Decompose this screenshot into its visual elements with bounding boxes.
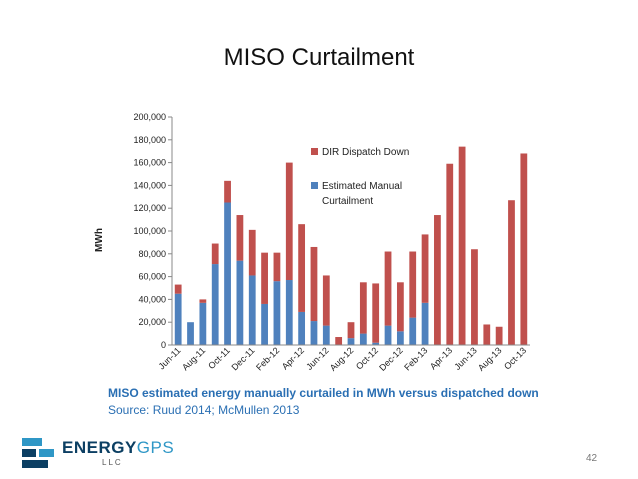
manual-curtailment-bar <box>211 264 219 345</box>
manual-curtailment-bar <box>372 342 380 345</box>
legend-label-manual: Estimated Manual <box>322 181 402 192</box>
logo-name: ENERGYGPS <box>62 438 174 458</box>
y-tick-label: 160,000 <box>133 158 166 168</box>
dispatch-down-bar <box>495 326 503 345</box>
caption-main: MISO estimated energy manually curtailed… <box>108 386 539 400</box>
x-tick-label: Oct-12 <box>354 345 380 371</box>
dispatch-down-bar <box>347 322 355 339</box>
chart-caption: MISO estimated energy manually curtailed… <box>108 386 578 417</box>
dispatch-down-bar <box>471 249 478 345</box>
x-tick-label: Feb-13 <box>402 345 429 372</box>
logo-subtitle: LLC <box>102 458 123 467</box>
dispatch-down-bar <box>446 163 454 345</box>
x-tick-label: Apr-12 <box>280 345 306 371</box>
dispatch-down-bar <box>434 215 441 345</box>
y-tick-label: 80,000 <box>138 249 166 259</box>
dispatch-down-bar <box>248 229 256 276</box>
manual-curtailment-bar <box>261 303 268 345</box>
y-tick-label: 40,000 <box>138 294 166 304</box>
bars <box>174 146 528 345</box>
x-tick-label: Dec-12 <box>377 345 405 373</box>
legend-label-manual: Curtailment <box>322 196 373 207</box>
page-number: 42 <box>586 453 598 464</box>
manual-curtailment-bar <box>248 275 256 345</box>
x-tick-label: Aug-13 <box>476 345 504 373</box>
manual-curtailment-bar <box>347 338 355 345</box>
y-tick-label: 60,000 <box>138 272 166 282</box>
x-tick-label: Oct-13 <box>502 345 528 371</box>
y-tick-label: 200,000 <box>133 112 166 122</box>
slide-title: MISO Curtailment <box>223 44 415 71</box>
manual-curtailment-bar <box>174 293 182 345</box>
dispatch-down-bar <box>285 162 293 281</box>
y-tick-label: 120,000 <box>133 203 166 213</box>
dispatch-down-bar <box>359 282 367 334</box>
x-tick-label: Jun-12 <box>304 345 331 372</box>
x-axis-ticks: Jun-11Aug-11Oct-11Dec-11Feb-12Apr-12Jun-… <box>157 345 529 373</box>
dispatch-down-bar <box>261 252 268 304</box>
manual-curtailment-bar <box>298 311 306 345</box>
x-tick-label: Aug-12 <box>328 345 356 373</box>
dispatch-down-bar <box>409 251 417 318</box>
y-tick-label: 140,000 <box>133 180 166 190</box>
logo-name-dark: ENERGY <box>62 438 137 457</box>
manual-curtailment-bar <box>310 321 318 345</box>
dispatch-down-bar <box>520 153 528 345</box>
dispatch-down-bar <box>322 275 330 326</box>
x-tick-label: Feb-12 <box>254 345 281 372</box>
x-tick-label: Aug-11 <box>180 345 207 372</box>
y-tick-label: 180,000 <box>133 135 166 145</box>
manual-curtailment-bar <box>384 325 392 345</box>
dispatch-down-bar <box>508 200 515 345</box>
dispatch-down-bar <box>298 224 306 312</box>
manual-curtailment-bar <box>236 260 244 345</box>
legend-swatch-manual <box>311 182 318 189</box>
manual-curtailment-bar <box>409 317 417 345</box>
manual-curtailment-bar <box>322 325 330 345</box>
manual-curtailment-bar <box>273 281 281 345</box>
manual-curtailment-bar <box>187 322 194 345</box>
manual-curtailment-bar <box>396 331 404 345</box>
manual-curtailment-bar <box>199 302 207 345</box>
x-tick-label: Oct-11 <box>206 345 232 371</box>
dispatch-down-bar <box>483 324 491 345</box>
dispatch-down-bar <box>396 282 404 332</box>
logo-mark-icon <box>22 438 54 468</box>
dispatch-down-bar <box>199 299 207 303</box>
legend-swatch-dispatch <box>311 148 318 155</box>
y-tick-label: 0 <box>161 340 166 350</box>
manual-curtailment-bar <box>285 280 293 345</box>
caption-source: Source: Ruud 2014; McMullen 2013 <box>108 403 300 417</box>
legend-label-dispatch: DIR Dispatch Down <box>322 147 409 158</box>
dispatch-down-bar <box>458 146 466 345</box>
dispatch-down-bar <box>372 283 380 343</box>
y-tick-label: 100,000 <box>133 226 166 236</box>
dispatch-down-bar <box>310 246 318 322</box>
manual-curtailment-bar <box>224 202 231 345</box>
dispatch-down-bar <box>174 284 182 294</box>
x-tick-label: Apr-13 <box>428 345 454 371</box>
y-axis-label: MWh <box>94 228 105 252</box>
dispatch-down-bar <box>211 243 219 265</box>
dispatch-down-bar <box>224 180 231 203</box>
x-tick-label: Jun-13 <box>452 345 479 372</box>
dispatch-down-bar <box>236 215 244 261</box>
dispatch-down-bar <box>384 251 392 326</box>
dispatch-down-bar <box>421 234 429 303</box>
manual-curtailment-bar <box>359 333 367 345</box>
logo-name-light: GPS <box>136 438 175 457</box>
y-tick-label: 20,000 <box>138 317 166 327</box>
company-logo: ENERGYGPS LLC <box>22 436 182 470</box>
dispatch-down-bar <box>273 252 281 282</box>
x-tick-label: Dec-11 <box>230 345 257 372</box>
manual-curtailment-bar <box>421 302 429 345</box>
y-axis-ticks: 0 20,000 40,000 60,000 80,000 100,000 120,000 1… <box>133 112 172 350</box>
legend: DIR Dispatch Down Estimated Manual Curtail… <box>311 147 409 207</box>
dispatch-down-bar <box>335 337 343 345</box>
